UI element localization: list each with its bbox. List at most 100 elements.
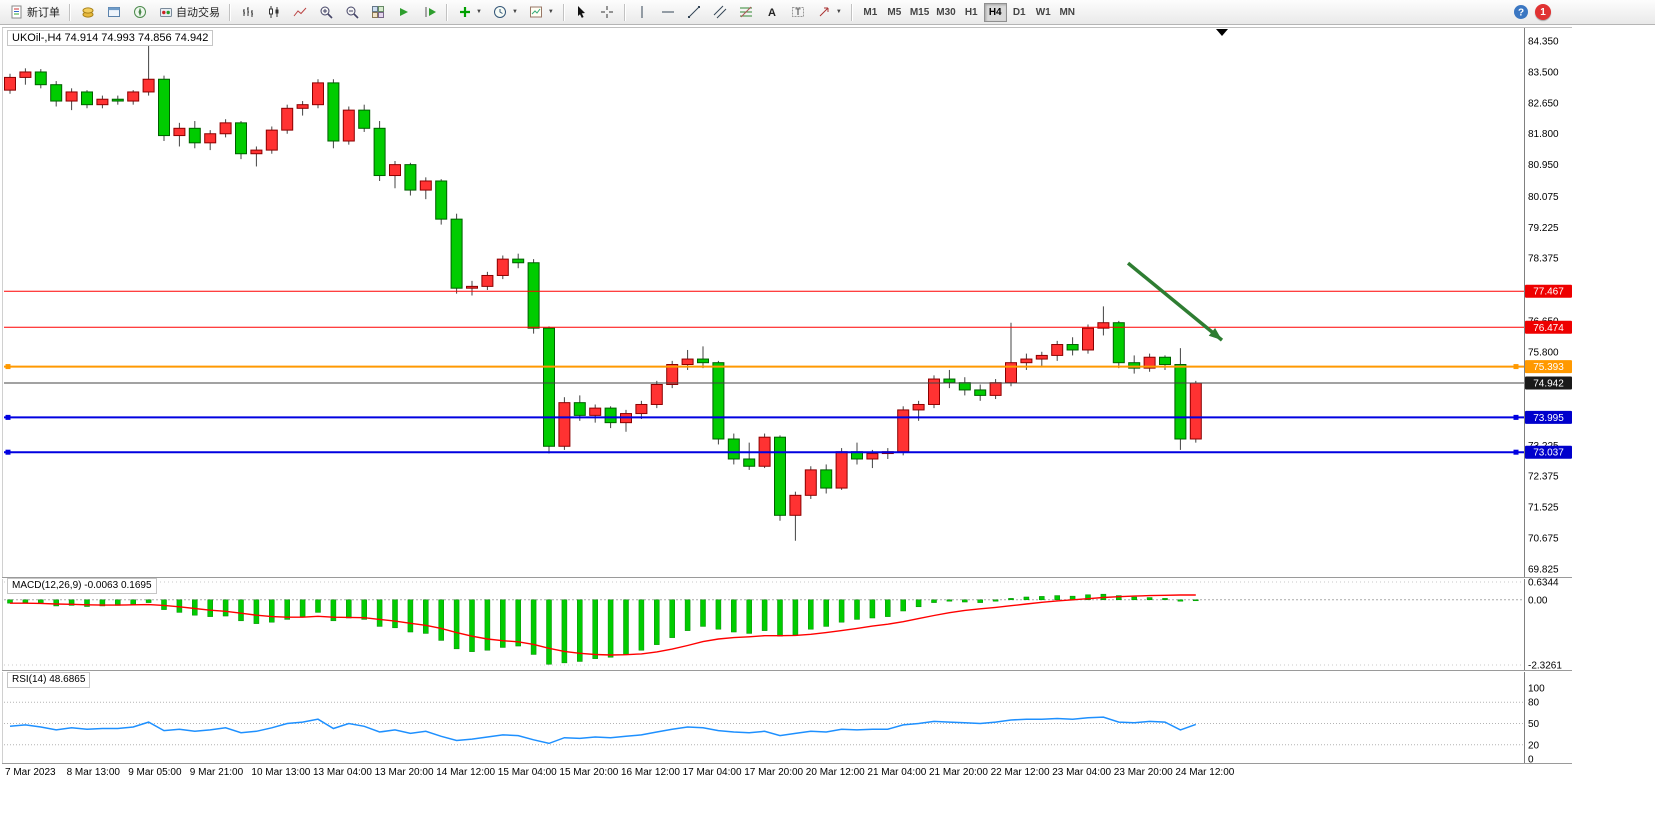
market-watch-button[interactable] bbox=[75, 2, 100, 23]
timeframe-button-m15[interactable]: M15 bbox=[907, 3, 932, 22]
new-order-button[interactable]: 新订单 bbox=[4, 2, 65, 23]
tile-windows-button[interactable] bbox=[365, 2, 390, 23]
macd-histogram-bar bbox=[1146, 597, 1153, 601]
macd-histogram-bar bbox=[238, 599, 244, 622]
macd-histogram-bar bbox=[684, 599, 691, 631]
candle-up bbox=[866, 453, 879, 460]
dropdown-caret-icon: ▼ bbox=[476, 9, 482, 15]
timeframe-button-m5[interactable]: M5 bbox=[883, 3, 906, 22]
crosshair-button[interactable] bbox=[595, 2, 620, 23]
pivot-line-handle[interactable] bbox=[1513, 364, 1519, 370]
price-axis-label: 79.225 bbox=[1528, 223, 1559, 234]
candle-up bbox=[342, 109, 355, 142]
macd-histogram-bar bbox=[376, 599, 383, 627]
support-line-1-handle[interactable] bbox=[5, 414, 11, 420]
line-chart-button[interactable] bbox=[287, 2, 312, 23]
macd-histogram-bar bbox=[207, 599, 213, 617]
macd-histogram-bar bbox=[962, 599, 968, 603]
zoom-in-button[interactable] bbox=[313, 2, 338, 23]
macd-histogram-bar bbox=[22, 599, 29, 603]
macd-histogram-bar bbox=[84, 599, 90, 607]
candlestick-chart-button[interactable] bbox=[261, 2, 286, 23]
zoom-out-button[interactable] bbox=[339, 2, 364, 23]
candle-up bbox=[1143, 356, 1156, 369]
macd-histogram-bar bbox=[99, 599, 106, 607]
bid-price-line-badge bbox=[1525, 376, 1572, 390]
chart-shift-marker[interactable] bbox=[1216, 29, 1228, 36]
candle-down bbox=[512, 258, 525, 264]
macd-histogram-bar bbox=[1039, 596, 1045, 601]
timeframe-button-mn[interactable]: MN bbox=[1056, 3, 1079, 22]
indicators-button[interactable]: ▼ bbox=[452, 2, 487, 23]
horizontal-line-icon bbox=[661, 5, 676, 20]
text-tool-button[interactable]: A bbox=[760, 2, 785, 23]
periods-icon bbox=[493, 5, 508, 20]
timeframe-button-h1[interactable]: H1 bbox=[960, 3, 983, 22]
trendline-button[interactable] bbox=[682, 2, 707, 23]
macd-axis-label: 0.00 bbox=[1528, 595, 1548, 606]
toolbar-separator bbox=[850, 3, 853, 21]
vertical-line-button[interactable] bbox=[630, 2, 655, 23]
price-axis-label: 83.500 bbox=[1528, 67, 1559, 78]
macd-histogram-bar bbox=[1131, 596, 1137, 601]
support-line-2-badge-label: 73.037 bbox=[1533, 448, 1564, 459]
data-window-button[interactable] bbox=[101, 2, 126, 23]
timeframe-button-m1[interactable]: M1 bbox=[859, 3, 882, 22]
support-line-2-handle[interactable] bbox=[1513, 449, 1519, 455]
candle-down bbox=[235, 122, 247, 155]
arrow-annotation[interactable] bbox=[1126, 261, 1224, 342]
time-axis-label: 24 Mar 12:00 bbox=[1175, 767, 1234, 778]
chart-shift-button[interactable] bbox=[417, 2, 442, 23]
toolbar-separator bbox=[69, 3, 71, 21]
pivot-line-handle[interactable] bbox=[5, 364, 11, 370]
arrows-tool-button[interactable]: ▼ bbox=[812, 2, 847, 23]
candle-up bbox=[4, 76, 16, 91]
macd-histogram-bar bbox=[1085, 594, 1091, 601]
text-label-button[interactable]: T bbox=[786, 2, 811, 23]
candle-down bbox=[1112, 322, 1125, 364]
equidistant-channel-button[interactable] bbox=[708, 2, 733, 23]
price-axis-label: 80.950 bbox=[1528, 160, 1559, 171]
time-axis-label: 15 Mar 20:00 bbox=[559, 767, 618, 778]
help-icon[interactable]: ? bbox=[1513, 5, 1528, 20]
cursor-button[interactable] bbox=[569, 2, 594, 23]
auto-scroll-button[interactable] bbox=[391, 2, 416, 23]
timeframe-button-w1[interactable]: W1 bbox=[1032, 3, 1055, 22]
chart-shift-icon bbox=[422, 5, 437, 20]
horizontal-line-button[interactable] bbox=[656, 2, 681, 23]
candle-up bbox=[389, 164, 401, 177]
rsi-axis-label: 100 bbox=[1528, 684, 1545, 695]
auto-trading-button[interactable]: 自动交易 bbox=[153, 2, 225, 23]
zoom-in-icon bbox=[318, 5, 333, 20]
time-axis-label: 13 Mar 20:00 bbox=[375, 767, 434, 778]
macd-histogram-bar bbox=[592, 599, 598, 659]
macd-histogram-bar bbox=[761, 599, 768, 631]
candle-up bbox=[281, 107, 294, 131]
macd-histogram-bar bbox=[346, 599, 352, 619]
toolbar-separator bbox=[229, 3, 231, 21]
navigator-button[interactable] bbox=[127, 2, 152, 23]
templates-button[interactable]: ▼ bbox=[524, 2, 559, 23]
candle-up bbox=[928, 378, 940, 405]
macd-histogram-bar bbox=[561, 599, 568, 664]
timeframe-toolbar: M1 M5 M15 M30 H1 H4 D1 W1 MN bbox=[859, 2, 1079, 22]
time-axis-label: 13 Mar 04:00 bbox=[313, 767, 372, 778]
bar-chart-button[interactable] bbox=[235, 2, 260, 23]
text-label-icon: T bbox=[791, 5, 806, 20]
zoom-out-icon bbox=[344, 5, 359, 20]
candle-down bbox=[573, 402, 586, 416]
candle-up bbox=[466, 285, 478, 289]
timeframe-button-d1[interactable]: D1 bbox=[1008, 3, 1031, 22]
timeframe-button-m30[interactable]: M30 bbox=[933, 3, 958, 22]
notification-badge[interactable]: 1 bbox=[1535, 4, 1551, 20]
toolbar: 新订单 自动交易 bbox=[0, 0, 1655, 25]
timeframe-button-h4[interactable]: H4 bbox=[983, 2, 1007, 22]
support-line-1-handle[interactable] bbox=[1513, 414, 1519, 420]
candle-down bbox=[1066, 344, 1079, 351]
candle-down bbox=[604, 407, 617, 424]
support-line-2-badge bbox=[1525, 445, 1572, 459]
fibonacci-button[interactable] bbox=[734, 2, 759, 23]
support-line-2-handle[interactable] bbox=[5, 449, 11, 455]
periods-button[interactable]: ▼ bbox=[488, 2, 523, 23]
